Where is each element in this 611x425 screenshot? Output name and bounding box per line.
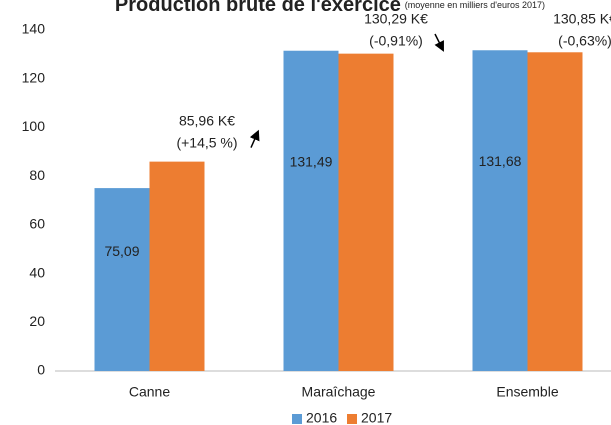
x-tick-label: Canne bbox=[129, 384, 170, 400]
bar bbox=[94, 188, 150, 371]
chart-subtitle: (moyenne en milliers d'euros 2017) bbox=[405, 0, 545, 10]
legend-label: 2016 bbox=[306, 410, 337, 425]
legend-label: 2017 bbox=[361, 410, 392, 425]
value-label: 130,29 K€ bbox=[364, 11, 428, 27]
bar bbox=[527, 52, 583, 372]
y-tick-label: 140 bbox=[22, 21, 46, 37]
bar bbox=[283, 50, 339, 371]
y-tick-label: 0 bbox=[37, 362, 45, 378]
bar bbox=[338, 53, 394, 371]
y-tick-label: 40 bbox=[29, 264, 45, 280]
bar bbox=[472, 50, 528, 372]
value-label: 131,49 bbox=[290, 154, 333, 170]
x-tick-label: Maraîchage bbox=[302, 384, 376, 400]
x-tick-label: Ensemble bbox=[496, 384, 558, 400]
y-tick-label: 100 bbox=[22, 118, 46, 134]
arrow bbox=[249, 129, 260, 148]
title-group: Production brute de l'exercice (moyenne … bbox=[115, 0, 545, 16]
y-tick-label: 120 bbox=[22, 69, 46, 85]
y-tick-label: 80 bbox=[29, 167, 45, 183]
y-tick-label: 60 bbox=[29, 216, 45, 232]
bar bbox=[149, 161, 205, 371]
annotation: (-0,63%) bbox=[558, 33, 611, 49]
annotation: (-0,91%) bbox=[369, 33, 423, 49]
legend-swatch bbox=[292, 414, 302, 424]
value-label: 85,96 K€ bbox=[179, 112, 235, 128]
value-label: 131,68 bbox=[479, 153, 522, 169]
annotation: (+14,5 %) bbox=[176, 134, 237, 150]
value-label: 75,09 bbox=[104, 243, 139, 259]
value-label: 130,85 K€ bbox=[553, 11, 611, 27]
arrow bbox=[434, 33, 444, 52]
y-tick-label: 20 bbox=[29, 313, 45, 329]
legend-swatch bbox=[347, 414, 357, 424]
chart-title: Production brute de l'exercice bbox=[115, 0, 401, 16]
